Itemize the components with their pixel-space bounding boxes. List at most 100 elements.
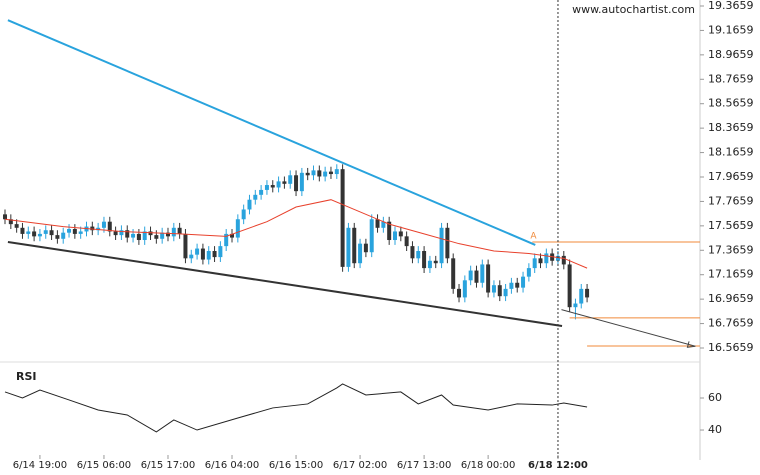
candle-body xyxy=(177,227,182,234)
candle-body xyxy=(206,251,211,260)
candle-body xyxy=(131,233,136,238)
x-tick-label: 6/15 06:00 xyxy=(77,460,131,471)
candle-body xyxy=(468,270,473,281)
candle-body xyxy=(311,170,316,176)
candle-body xyxy=(439,227,444,264)
candle-body xyxy=(416,251,421,259)
candle-body xyxy=(218,246,223,258)
y-tick-label: 17.1659 xyxy=(708,268,754,281)
y-tick-label: 18.1659 xyxy=(708,146,754,159)
candle-body xyxy=(509,282,514,289)
candle-body xyxy=(235,219,240,238)
candle-body xyxy=(43,230,48,234)
candle-body xyxy=(410,246,415,259)
candle-body xyxy=(49,230,54,236)
candle-body xyxy=(567,264,572,308)
candle-body xyxy=(224,233,229,247)
candle-body xyxy=(55,235,60,239)
rsi-line xyxy=(4,383,588,433)
site-label: www.autochartist.com xyxy=(572,3,695,16)
candle-body xyxy=(78,231,83,234)
candle-body xyxy=(142,231,147,241)
candle-body xyxy=(480,264,485,283)
y-tick-label: 17.7659 xyxy=(708,194,754,207)
y-tick-label: 18.5659 xyxy=(708,97,754,110)
candle-body xyxy=(579,288,584,304)
candle-body xyxy=(317,170,322,177)
candle-body xyxy=(8,219,13,225)
candle-body xyxy=(90,226,95,231)
candle-body xyxy=(497,285,502,297)
candle-body xyxy=(561,255,566,265)
candle-body xyxy=(457,288,462,298)
x-tick-label: 6/15 17:00 xyxy=(141,460,195,471)
candle-body xyxy=(451,258,456,289)
candle-body xyxy=(305,172,310,176)
x-tick-label: 6/18 12:00 xyxy=(528,460,588,471)
candle-body xyxy=(288,175,293,184)
candle-body xyxy=(299,172,304,192)
candle-body xyxy=(474,270,479,283)
level-label: A xyxy=(530,231,537,241)
candle-body xyxy=(387,221,392,241)
candle-body xyxy=(67,229,72,233)
y-tick-label: 19.1659 xyxy=(708,23,754,36)
candle-body xyxy=(398,231,403,237)
candle-body xyxy=(241,209,246,220)
candle-body xyxy=(515,282,520,288)
rsi-tick-label: 60 xyxy=(708,391,722,404)
candle-body xyxy=(264,185,269,190)
candle-body xyxy=(422,251,427,269)
y-tick-label: 17.3659 xyxy=(708,243,754,256)
candle-body xyxy=(276,181,281,188)
candle-body xyxy=(160,232,165,239)
candle-body xyxy=(427,260,432,269)
y-tick-label: 16.5659 xyxy=(708,341,754,354)
candle-body xyxy=(381,221,386,228)
candle-body xyxy=(532,258,537,269)
candle-body xyxy=(544,253,549,264)
resistance-line xyxy=(7,19,536,246)
candle-body xyxy=(491,285,496,293)
x-tick-label: 6/16 15:00 xyxy=(269,460,323,471)
candle-body xyxy=(20,227,25,234)
candle-body xyxy=(183,233,188,259)
candle-body xyxy=(555,255,560,261)
candle-body xyxy=(282,181,287,184)
candle-body xyxy=(363,243,368,253)
candle-body xyxy=(340,169,345,267)
x-tick-label: 6/14 19:00 xyxy=(13,460,67,471)
x-tick-label: 6/17 13:00 xyxy=(397,460,451,471)
arrow-head xyxy=(686,341,696,348)
candle-body xyxy=(72,229,77,234)
candle-body xyxy=(125,230,130,238)
candle-body xyxy=(375,219,380,228)
candle-body xyxy=(26,231,31,234)
candle-body xyxy=(61,232,66,239)
candle-body xyxy=(101,221,106,228)
y-tick-label: 16.7659 xyxy=(708,317,754,330)
candle-body xyxy=(148,231,153,236)
candle-body xyxy=(369,219,374,253)
candle-body xyxy=(486,264,491,293)
candle-body xyxy=(189,254,194,259)
candle-body xyxy=(346,227,351,267)
moving-average xyxy=(4,199,588,269)
y-tick-label: 17.9659 xyxy=(708,170,754,183)
candle-body xyxy=(526,268,531,277)
candle-body xyxy=(195,248,200,255)
candle-body xyxy=(230,233,235,238)
candle-body xyxy=(573,303,578,308)
rsi-title: RSI xyxy=(16,370,37,383)
support-line xyxy=(7,240,563,327)
x-tick-label: 6/17 02:00 xyxy=(333,460,387,471)
candle-body xyxy=(119,230,124,236)
candle-body xyxy=(113,231,118,236)
x-tick-label: 6/18 00:00 xyxy=(461,460,515,471)
candle-body xyxy=(171,227,176,237)
candle-body xyxy=(521,276,526,288)
candle-body xyxy=(107,221,112,232)
y-tick-label: 18.9659 xyxy=(708,48,754,61)
